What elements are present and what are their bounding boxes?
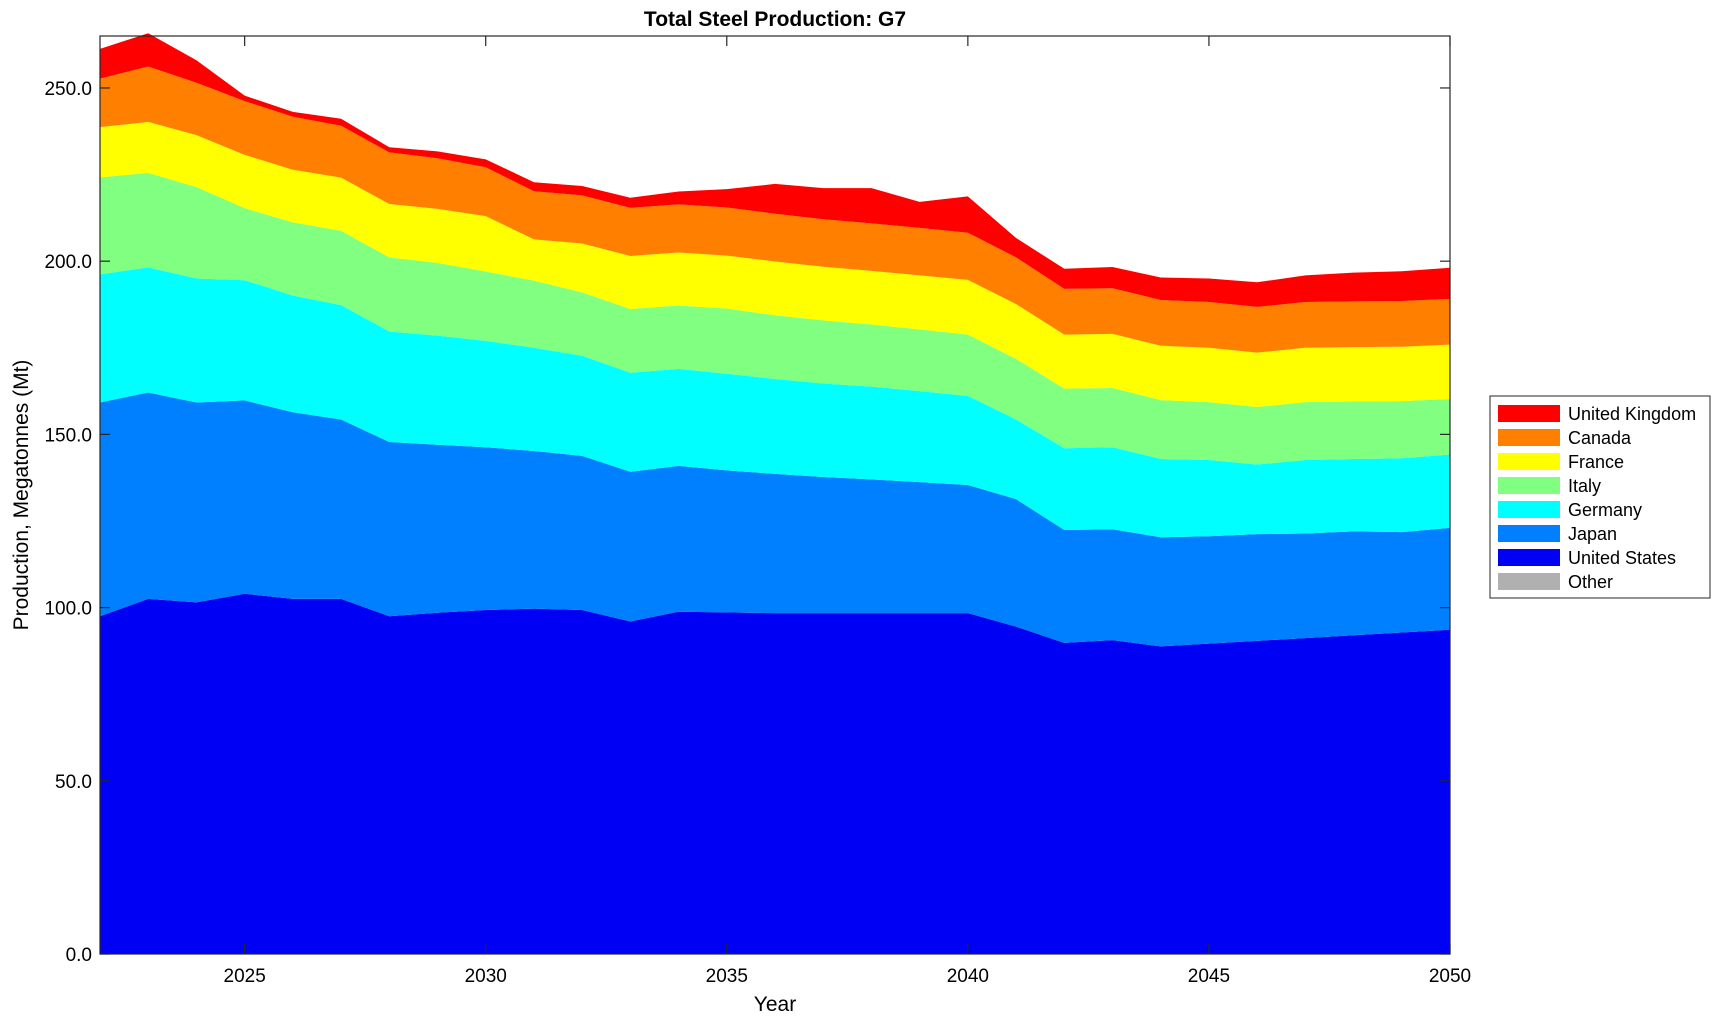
legend-label-japan: Japan [1568, 524, 1617, 544]
area-united-kingdom [100, 33, 1450, 307]
legend: United Kingdom Canada France Italy Germany Ja… [1489, 395, 1711, 599]
legend-label-france: France [1568, 452, 1624, 472]
legend-label-germany: Germany [1568, 500, 1642, 520]
area-italy [100, 172, 1450, 465]
x-tick-label: 2045 [1188, 966, 1230, 987]
y-tick-label: 200.0 [44, 252, 92, 273]
x-tick-label: 2025 [224, 966, 266, 987]
y-tick-label: 50.0 [55, 772, 92, 793]
legend-swatch-united-kingdom [1498, 405, 1560, 422]
area-japan [100, 392, 1450, 647]
area-united-states [100, 593, 1450, 954]
x-tick-label: 2030 [465, 966, 507, 987]
x-axis-label: Year [754, 993, 796, 1016]
x-tick-label: 2050 [1429, 966, 1471, 987]
area-germany [100, 267, 1450, 538]
legend-swatch-japan [1498, 525, 1560, 542]
legend-swatch-other [1498, 573, 1560, 590]
y-axis-label: Production, Megatonnes (Mt) [10, 360, 33, 631]
plot-frame [99, 35, 1451, 955]
legend-label-italy: Italy [1568, 476, 1601, 496]
legend-swatch-united-states [1498, 549, 1560, 566]
legend-label-other: Other [1568, 572, 1613, 592]
y-tick-label: 100.0 [44, 599, 92, 620]
area-canada [100, 66, 1450, 353]
y-tick-label: 0.0 [66, 945, 92, 966]
legend-swatch-italy [1498, 477, 1560, 494]
series-areas [100, 33, 1450, 954]
x-tick-label: 2040 [947, 966, 989, 987]
chart-title: Total Steel Production: G7 [644, 8, 906, 31]
y-tick-label: 150.0 [44, 425, 92, 446]
x-tick-label: 2035 [706, 966, 748, 987]
legend-label-canada: Canada [1568, 428, 1632, 448]
legend-label-united-kingdom: United Kingdom [1568, 404, 1696, 424]
legend-swatch-germany [1498, 501, 1560, 518]
legend-swatch-france [1498, 453, 1560, 470]
legend-swatch-canada [1498, 429, 1560, 446]
axis-ticks: 2025 2030 2035 2040 2045 2050 0.0 50.0 100.0 150.… [44, 36, 1471, 987]
area-france [100, 121, 1450, 408]
legend-label-united-states: United States [1568, 548, 1676, 568]
y-tick-label: 250.0 [44, 79, 92, 100]
